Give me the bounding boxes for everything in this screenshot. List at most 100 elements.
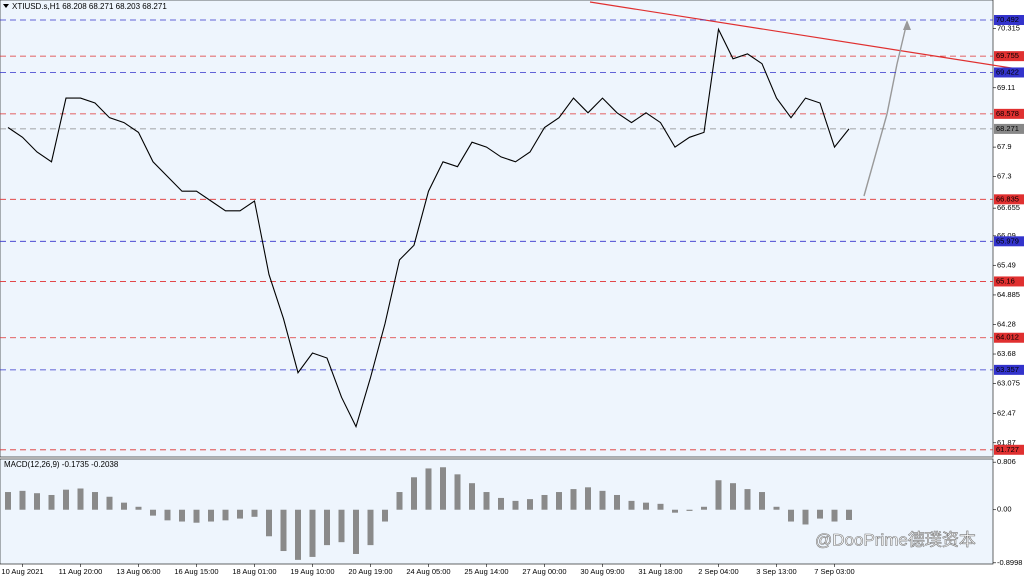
watermark: @DooPrime德璞资本 [815, 530, 976, 549]
macd-bar [237, 509, 243, 519]
macd-bar [643, 502, 649, 510]
macd-bar [34, 493, 40, 510]
level-label: 63.357 [996, 365, 1019, 374]
arrow [863, 113, 888, 197]
macd-bar [382, 509, 388, 522]
level-label: 65.979 [996, 236, 1019, 245]
indicator-title: MACD(12,26,9) -0.1735 -0.2038 [4, 460, 119, 469]
macd-bar [77, 488, 84, 510]
y-tick-label: 66.09 [997, 231, 1016, 240]
main-pane [0, 0, 994, 458]
macd-bar [208, 509, 214, 522]
x-tick-label: 30 Aug 09:00 [580, 567, 624, 576]
macd-bar [672, 509, 678, 513]
macd-bar [135, 506, 142, 510]
macd-bar [715, 480, 722, 510]
y-tick-label: 67.3 [997, 172, 1012, 181]
macd-bar [193, 509, 200, 523]
x-tick-label: 20 Aug 19:00 [348, 567, 392, 576]
macd-bar [599, 490, 606, 510]
y-tick-label: 66.655 [997, 203, 1020, 212]
macd-bar [570, 489, 577, 510]
x-tick-label: 27 Aug 00:00 [522, 567, 566, 576]
macd-bar [367, 509, 374, 546]
x-tick-label: 19 Aug 10:00 [290, 567, 334, 576]
y-tick-label: 64.28 [997, 320, 1016, 329]
macd-bar [353, 509, 359, 554]
macd-bar [411, 477, 417, 510]
macd-bar [63, 489, 69, 510]
macd-bar [686, 509, 693, 511]
macd-bar [440, 467, 446, 510]
x-tick-label: 31 Aug 18:00 [638, 567, 682, 576]
macd-bar [121, 502, 127, 510]
macd-bar [831, 509, 838, 522]
macd-bar [324, 509, 330, 546]
macd-bar [773, 506, 780, 510]
macd-bar [817, 509, 823, 519]
level-label-bg [994, 51, 1024, 62]
y-tick-label: 69.11 [997, 83, 1015, 92]
macd-bar [527, 499, 533, 510]
macd-bar [483, 492, 490, 510]
x-tick-label: 16 Aug 15:00 [174, 567, 218, 576]
macd-bar [396, 492, 403, 510]
level-label-bg [994, 332, 1024, 343]
level-label-bg [994, 123, 1024, 134]
y-tick-label: 62.47 [997, 408, 1016, 417]
macd-bar [280, 509, 287, 552]
macd-bar [338, 509, 345, 543]
macd-bar [614, 494, 620, 510]
level-label: 65.16 [996, 276, 1015, 285]
arrow-head [903, 20, 911, 30]
macd-bar [744, 489, 751, 510]
level-label: 66.835 [996, 194, 1019, 203]
macd-bar [222, 509, 229, 521]
y-tick-label: 65.49 [997, 260, 1016, 269]
level-label: 69.755 [996, 51, 1019, 60]
level-label-bg [994, 67, 1024, 78]
level-label: 68.271 [996, 124, 1019, 133]
x-tick-label: 24 Aug 05:00 [406, 567, 450, 576]
price-line [7, 27, 850, 429]
macd-bar [846, 509, 852, 520]
macd-bar [454, 474, 461, 510]
macd-bar [498, 497, 504, 510]
x-tick-label: 7 Sep 03:00 [814, 567, 854, 576]
macd-bar [48, 494, 55, 510]
y-tick-label: 67.9 [997, 142, 1012, 151]
symbol-marker [3, 4, 9, 8]
x-tick-label: 11 Aug 20:00 [59, 567, 103, 576]
x-tick-label: 13 Aug 06:00 [116, 567, 160, 576]
y-tick-label: 64.885 [997, 290, 1020, 299]
macd-bar [556, 492, 562, 510]
macd-bar [802, 509, 809, 525]
y-tick-label: 63.075 [997, 379, 1020, 388]
x-tick-label: 2 Sep 04:00 [698, 567, 738, 576]
level-label: 64.012 [996, 333, 1019, 342]
macd-bar [150, 509, 156, 516]
macd-bar [541, 494, 548, 510]
macd-bar [759, 492, 765, 510]
macd-bar [469, 483, 475, 510]
macd-bar [788, 509, 794, 522]
macd-bar [585, 487, 591, 510]
y-tick-label: 63.68 [997, 349, 1016, 358]
x-tick-label: 18 Aug 01:00 [232, 567, 276, 576]
chart-title: XTIUSD.s,H1 68.208 68.271 68.203 68.271 [12, 2, 167, 11]
x-tick-label: 3 Sep 13:00 [756, 567, 796, 576]
y-tick-label: 61.87 [997, 438, 1016, 447]
level-label-bg [994, 236, 1024, 247]
level-label-bg [994, 444, 1024, 455]
y-tick-label: 0.00 [997, 505, 1012, 514]
level-label: 70.492 [996, 15, 1019, 24]
macd-bar [5, 492, 11, 510]
macd-bar [266, 509, 272, 537]
macd-bar [701, 506, 707, 510]
x-tick-label: 25 Aug 14:00 [464, 567, 508, 576]
macd-bar [309, 509, 316, 557]
trend-line [589, 1, 1024, 71]
macd-bar [425, 468, 432, 510]
level-label-bg [994, 108, 1024, 119]
y-tick-label: 70.315 [997, 24, 1020, 33]
